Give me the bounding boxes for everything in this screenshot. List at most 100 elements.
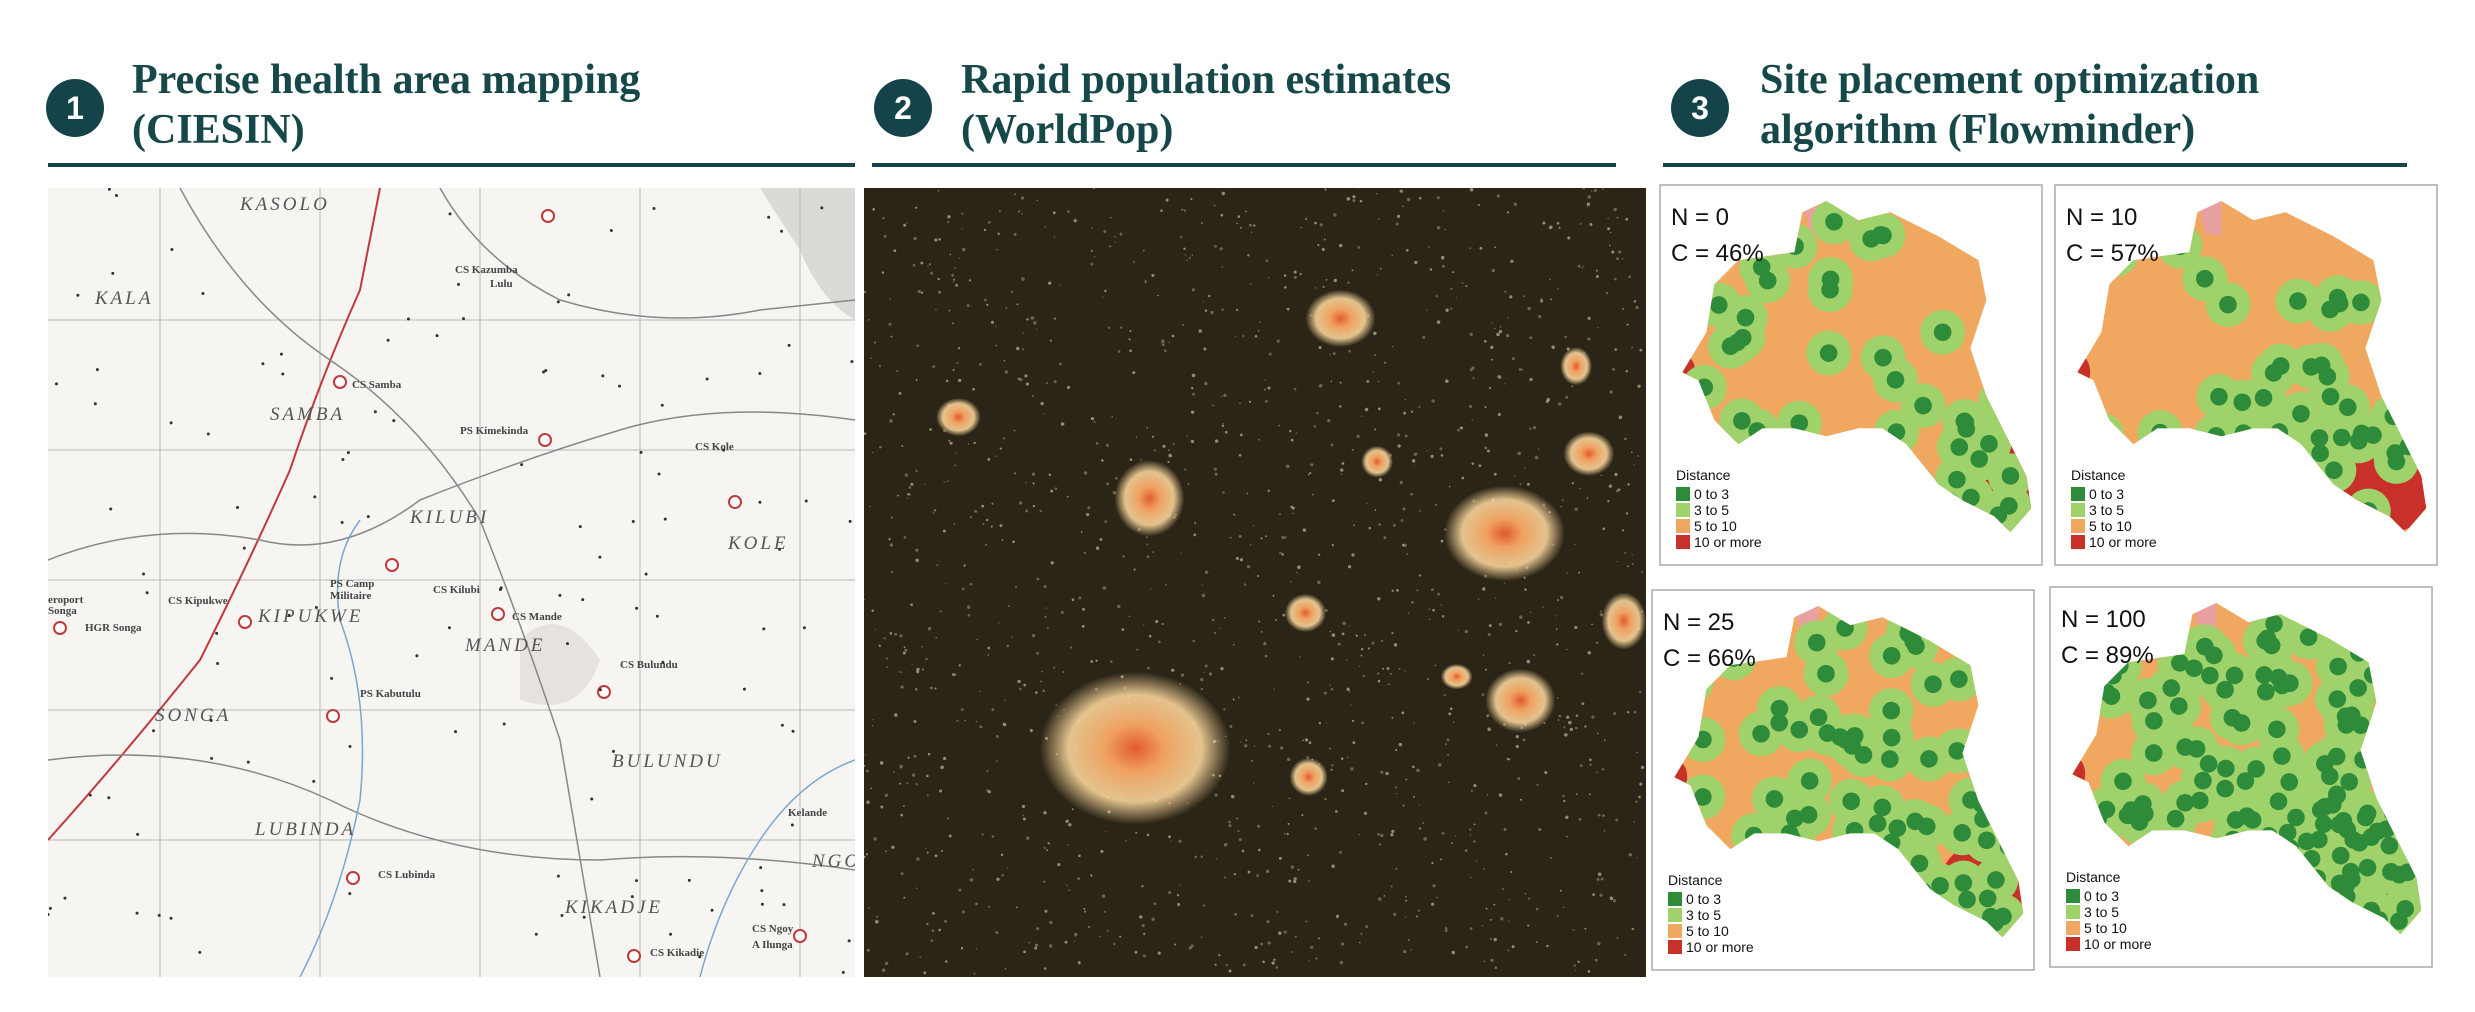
- speck: [1524, 467, 1526, 469]
- speck: [1631, 346, 1634, 349]
- speck: [1484, 446, 1488, 450]
- speck: [1371, 641, 1375, 645]
- speck: [1473, 823, 1476, 826]
- speck: [1267, 386, 1271, 390]
- legend-item: 10 or more: [1694, 534, 1762, 550]
- speck: [1490, 938, 1492, 940]
- village: [759, 866, 763, 870]
- speck: [1044, 615, 1047, 618]
- speck: [1317, 553, 1321, 556]
- speck: [1430, 454, 1434, 459]
- site: [1694, 788, 1712, 806]
- site: [2344, 831, 2363, 849]
- speck: [999, 524, 1003, 528]
- speck: [1135, 436, 1138, 438]
- site: [2292, 404, 2310, 423]
- village: [279, 352, 283, 356]
- speck: [1538, 827, 1542, 831]
- village: [330, 676, 334, 680]
- speck: [885, 850, 887, 853]
- speck: [1050, 489, 1054, 493]
- speck: [1340, 757, 1344, 760]
- speck: [1626, 323, 1629, 326]
- site: [2217, 759, 2235, 778]
- speck: [904, 648, 908, 652]
- speck: [1108, 245, 1112, 248]
- speck: [1242, 963, 1246, 967]
- area-label: KILUBI: [409, 507, 489, 528]
- boundary: [439, 188, 855, 319]
- speck: [926, 774, 929, 778]
- speck: [1360, 932, 1363, 935]
- site-label: CS Kilubi: [433, 584, 480, 596]
- village: [611, 749, 615, 753]
- speck: [1339, 405, 1342, 408]
- village: [778, 547, 782, 551]
- site: [1770, 699, 1789, 718]
- village: [534, 932, 538, 936]
- speck: [1317, 580, 1321, 585]
- speck: [1021, 277, 1025, 281]
- speck: [1359, 665, 1361, 668]
- speck: [873, 341, 877, 344]
- speck: [903, 896, 906, 899]
- speck: [1228, 969, 1232, 973]
- speck: [1016, 346, 1020, 351]
- village: [206, 432, 210, 436]
- speck: [1276, 910, 1279, 913]
- speck: [1234, 335, 1237, 337]
- speck: [1352, 741, 1356, 745]
- village: [109, 507, 113, 511]
- speck: [1396, 589, 1399, 592]
- speck: [872, 718, 874, 721]
- village: [107, 188, 111, 191]
- speck: [1348, 565, 1352, 569]
- speck: [1216, 858, 1218, 860]
- speck: [884, 793, 889, 797]
- speck: [1472, 377, 1475, 380]
- speck: [1487, 449, 1490, 453]
- speck: [1609, 896, 1614, 901]
- speck: [1228, 824, 1232, 828]
- speck: [1296, 572, 1298, 574]
- speck: [1321, 247, 1325, 252]
- speck: [1286, 307, 1290, 311]
- speck: [1633, 821, 1636, 823]
- speck: [940, 765, 944, 769]
- speck: [1019, 377, 1023, 382]
- speck: [1308, 741, 1312, 745]
- speck: [1219, 247, 1223, 251]
- site: [2145, 712, 2163, 730]
- speck: [1390, 885, 1393, 888]
- speck: [1082, 607, 1085, 611]
- speck: [1229, 724, 1233, 728]
- site: [2176, 793, 2194, 812]
- speck: [1352, 198, 1356, 203]
- site: [2258, 629, 2277, 648]
- legend-swatch: [1676, 487, 1690, 501]
- speck: [1635, 305, 1639, 310]
- speck: [938, 928, 942, 932]
- speck: [1313, 425, 1317, 428]
- speck: [1004, 968, 1007, 970]
- speck: [1265, 535, 1267, 538]
- scenario-coverage: C = 89%: [2061, 642, 2154, 669]
- speck: [1351, 719, 1355, 722]
- speck: [1398, 667, 1401, 670]
- speck: [1053, 666, 1056, 669]
- speck: [1392, 523, 1396, 527]
- speck: [1363, 811, 1367, 815]
- site-label: HGR Songa: [85, 622, 142, 634]
- legend-swatch: [1676, 535, 1690, 549]
- speck: [1035, 328, 1038, 330]
- site-marker: [597, 685, 611, 699]
- speck: [1400, 519, 1404, 522]
- legend-swatch: [2066, 905, 2080, 919]
- speck: [995, 344, 998, 347]
- speck: [1077, 961, 1081, 965]
- speck: [1513, 202, 1517, 206]
- speck: [1418, 827, 1422, 830]
- site: [1948, 470, 1966, 489]
- speck: [988, 905, 991, 908]
- speck: [1191, 254, 1193, 256]
